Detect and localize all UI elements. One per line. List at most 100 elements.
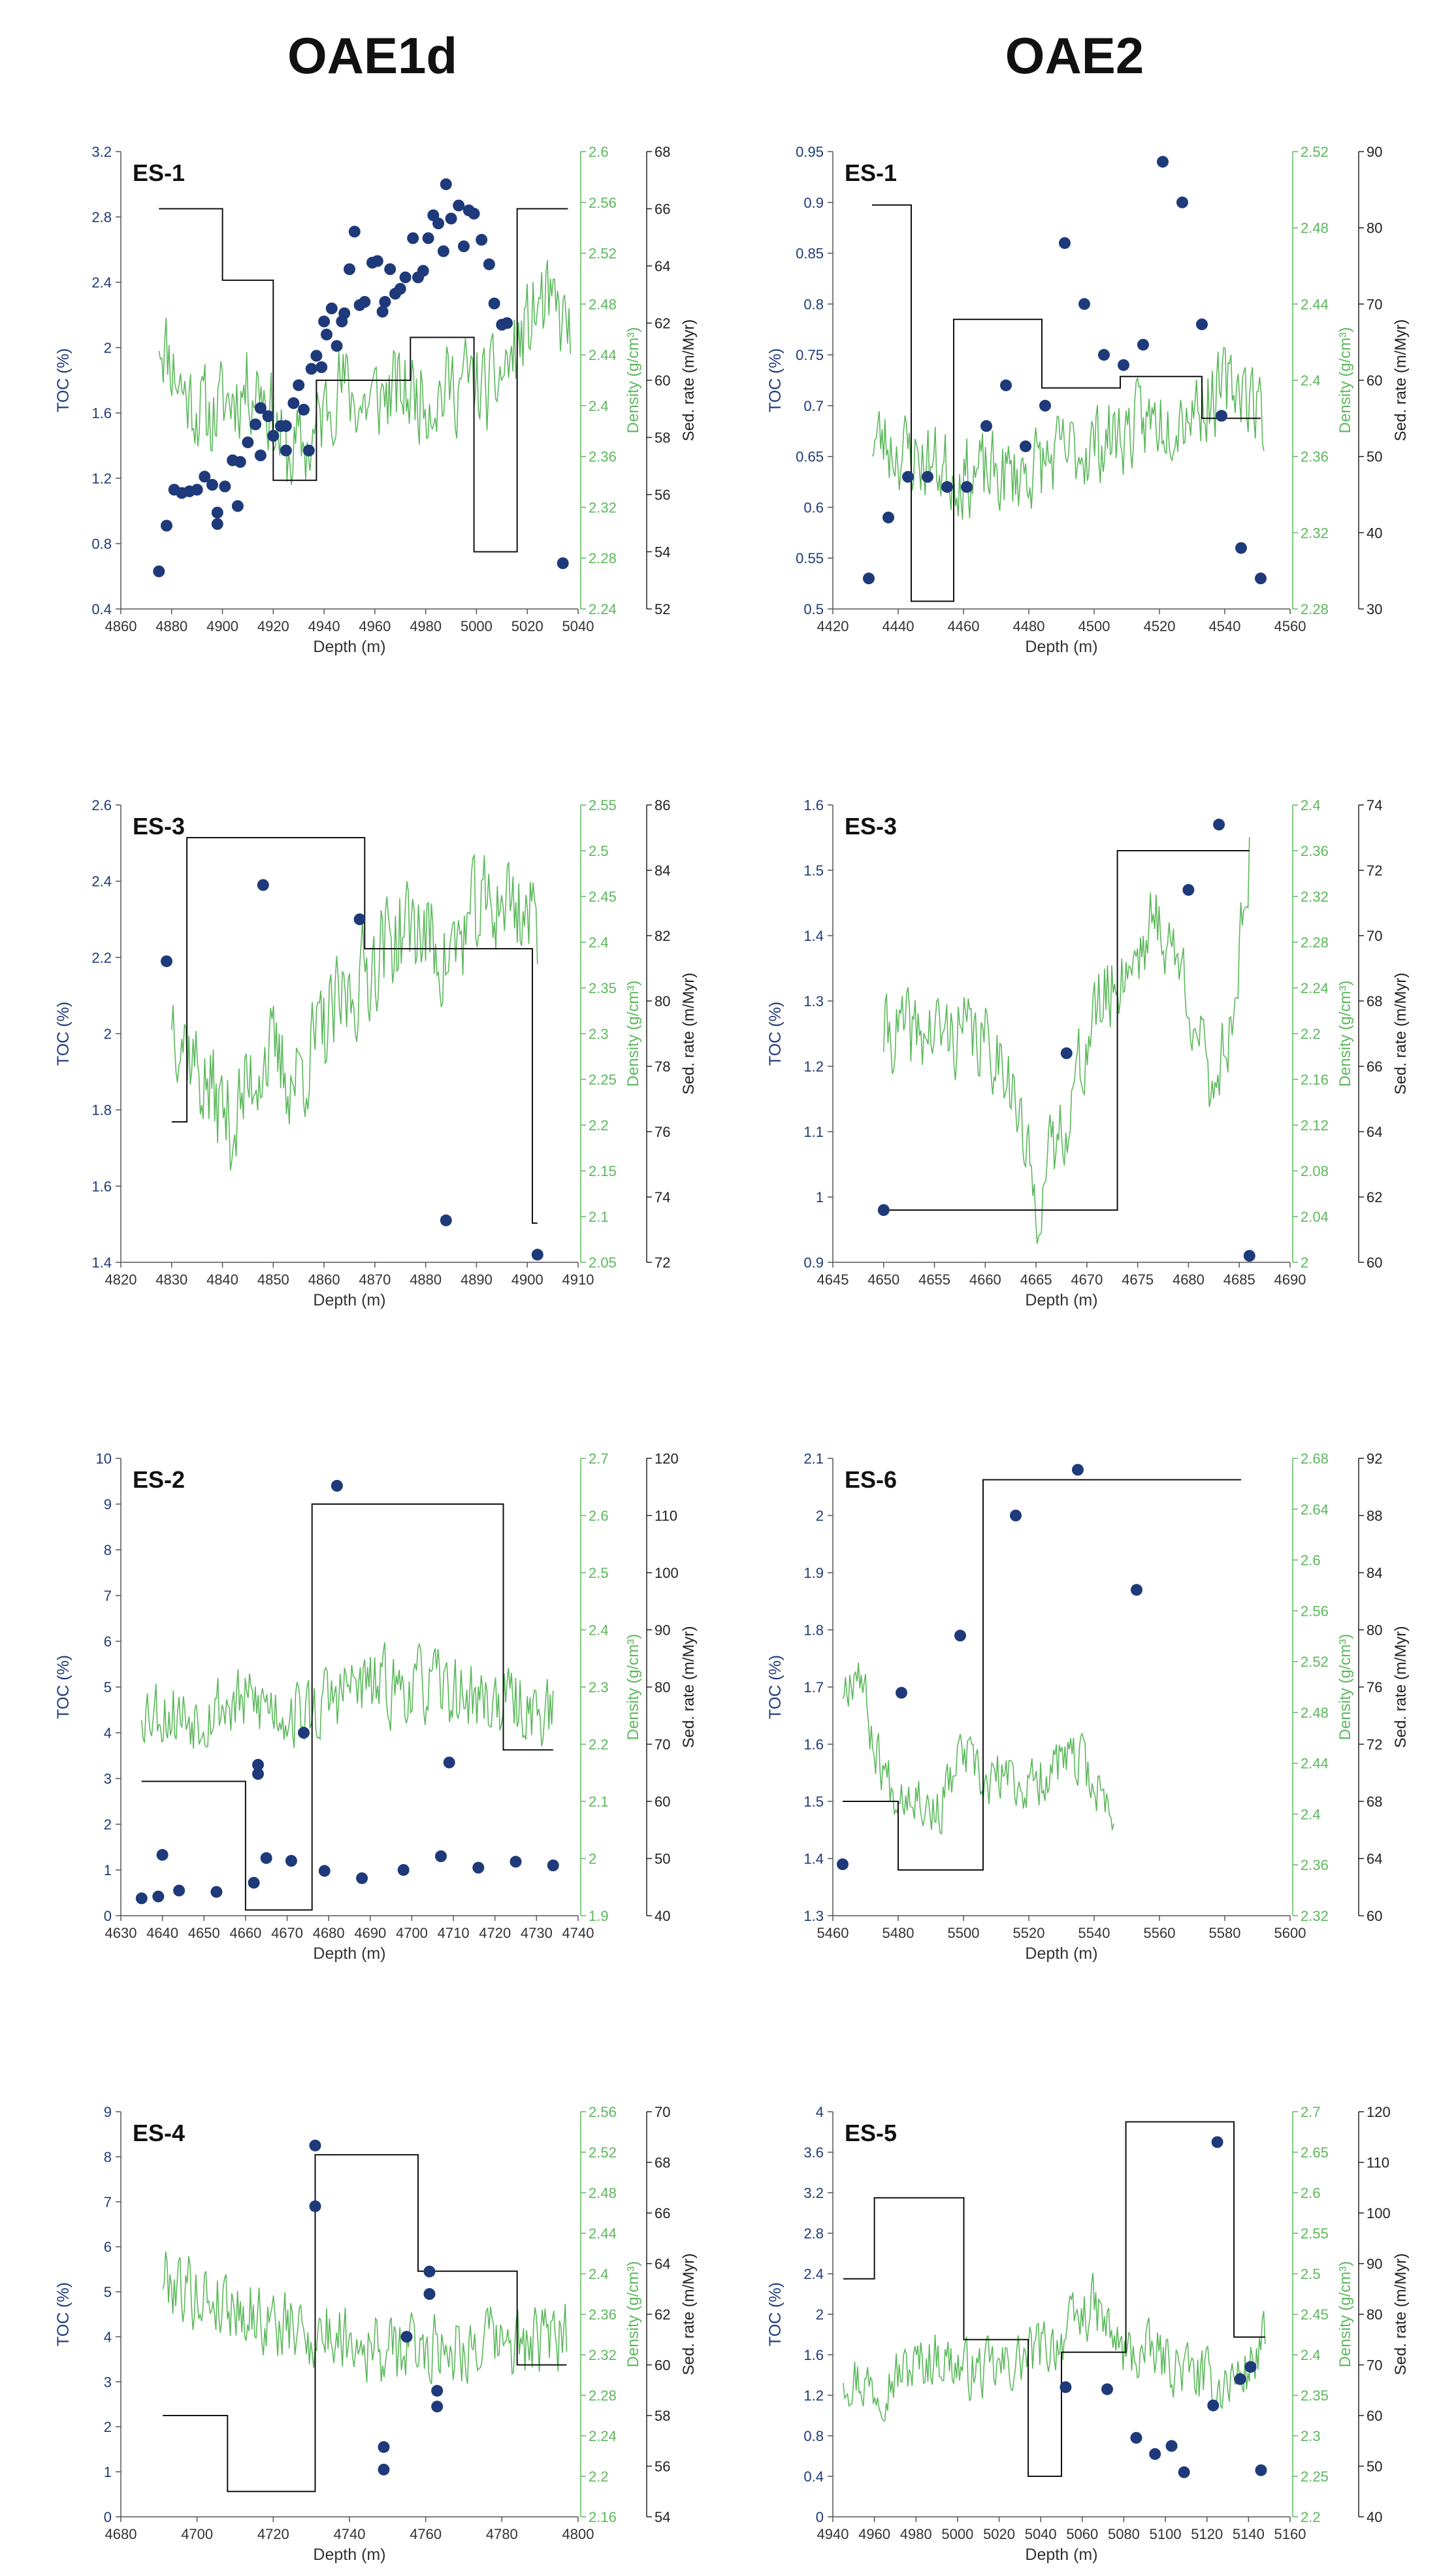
sed-tick-label: 68 [655,144,670,160]
x-tick-label: 4520 [1144,618,1176,634]
toc-point [287,397,300,409]
toc-point [440,1214,452,1226]
toc-tick-label: 1.4 [91,1254,112,1271]
x-tick-label: 4730 [521,1925,553,1941]
x-axis-label: Depth (m) [1025,1944,1097,1963]
toc-tick-label: 4 [104,2329,112,2345]
x-tick-label: 4685 [1223,1271,1255,1288]
toc-point [309,2139,321,2152]
toc-point [417,265,429,277]
sed-rate-step-line [141,1503,553,1911]
density-tick-label: 2.2 [589,2468,609,2485]
toc-tick-label: 2 [816,1508,824,1524]
x-tick-label: 5500 [948,1925,980,1941]
sed-tick-label: 62 [655,2306,670,2323]
panel-title: ES-3 [845,813,897,840]
toc-point [1059,237,1071,249]
toc-tick-label: 2.4 [91,874,112,890]
density-tick-label: 2.16 [589,2509,617,2525]
density-tick-label: 2.24 [1301,980,1329,996]
sed-rate-step-line [163,2154,567,2493]
density-tick-label: 2.48 [1301,1705,1329,1721]
sed-tick-label: 40 [1367,2509,1382,2525]
x-tick-label: 4940 [817,2526,849,2542]
panel-title: ES-6 [845,1466,897,1493]
toc-tick-label: 1.1 [803,1124,824,1140]
toc-point [882,512,894,523]
sed-tick-label: 60 [655,1794,670,1810]
toc-point [431,2401,444,2413]
sed-tick-label: 110 [655,1508,677,1524]
toc-tick-label: 0 [104,2509,112,2525]
density-tick-label: 2.64 [1301,1501,1329,1518]
sed-tick-label: 68 [655,2155,670,2171]
sed-tick-label: 62 [1367,1189,1382,1205]
toc-point [954,1630,966,1642]
sed-axis-label: Sed. rate (m/Myr) [680,1626,698,1748]
density-tick-label: 2.5 [589,1565,609,1581]
density-tick-label: 2.68 [1301,1450,1329,1467]
density-tick-label: 2.28 [589,550,617,566]
toc-tick-label: 1.9 [803,1565,824,1581]
density-tick-label: 2 [1301,1254,1308,1271]
toc-tick-label: 1.5 [803,1794,824,1810]
sed-tick-label: 86 [655,797,670,813]
panel-title: ES-5 [845,2120,897,2146]
x-tick-label: 4880 [155,618,187,634]
sed-tick-label: 58 [655,430,670,446]
sed-tick-label: 80 [1367,1622,1382,1639]
toc-tick-label: 2.1 [803,1450,824,1467]
sed-tick-label: 84 [1367,1565,1382,1581]
toc-point [359,296,371,308]
toc-point [1178,2466,1190,2478]
density-tick-label: 2.65 [1301,2144,1329,2161]
panel-title: ES-2 [133,1466,185,1493]
toc-point [397,1864,410,1876]
toc-tick-label: 0.9 [803,1254,824,1271]
panel-es-6-oae2: ES-6 5460 5480 5500 5520 5540 5560 5580 5600 Dept… [766,1450,1410,1963]
column-title-oae2: OAE2 [1005,27,1144,84]
toc-tick-label: 8 [104,1542,112,1558]
toc-point [941,481,953,493]
density-tick-label: 2.48 [1301,220,1329,237]
toc-point [371,255,383,267]
density-tick-label: 2.16 [1301,1072,1329,1088]
panel-es-1-oae2: ES-1 4420 4440 4460 4480 4500 4520 4540 4560 Dept… [766,144,1410,656]
toc-point [468,208,480,220]
x-tick-label: 5120 [1191,2526,1223,2542]
x-axis-label: Depth (m) [1025,2546,1097,2564]
toc-tick-label: 1 [104,1862,112,1878]
toc-tick-label: 3 [104,2374,112,2390]
x-tick-label: 4910 [562,1271,594,1288]
x-tick-label: 4420 [817,618,849,634]
toc-point [472,1861,485,1874]
toc-axis-label: TOC (%) [766,1655,785,1719]
toc-point [321,329,332,340]
toc-tick-label: 1.2 [803,2387,824,2404]
density-tick-label: 2.25 [589,1072,617,1088]
toc-point [423,2288,436,2300]
toc-point [234,456,246,468]
density-tick-label: 2.7 [1301,2104,1321,2120]
x-tick-label: 5160 [1274,2526,1306,2542]
toc-point [453,199,465,212]
density-series-line [842,1662,1114,1835]
x-axis-label: Depth (m) [313,1291,385,1309]
toc-tick-label: 0.8 [91,536,112,552]
toc-tick-label: 0.5 [803,601,824,617]
toc-tick-label: 3 [104,1771,112,1787]
x-tick-label: 4870 [359,1271,391,1288]
toc-tick-label: 0.9 [803,195,824,211]
sed-tick-label: 60 [1367,2408,1382,2424]
column-title-oae1d: OAE1d [287,27,458,84]
x-tick-label: 4440 [882,618,914,634]
density-axis-label: Density (g/cm³) [1336,981,1354,1087]
x-tick-label: 4700 [181,2526,213,2542]
sed-rate-step-line [171,837,538,1224]
x-tick-label: 4920 [257,618,289,634]
sed-axis-label: Sed. rate (m/Myr) [1392,2253,1410,2376]
panel-title: ES-3 [133,813,185,840]
sed-tick-label: 66 [1367,1058,1382,1075]
toc-point [280,444,292,457]
density-series-line [871,346,1265,520]
